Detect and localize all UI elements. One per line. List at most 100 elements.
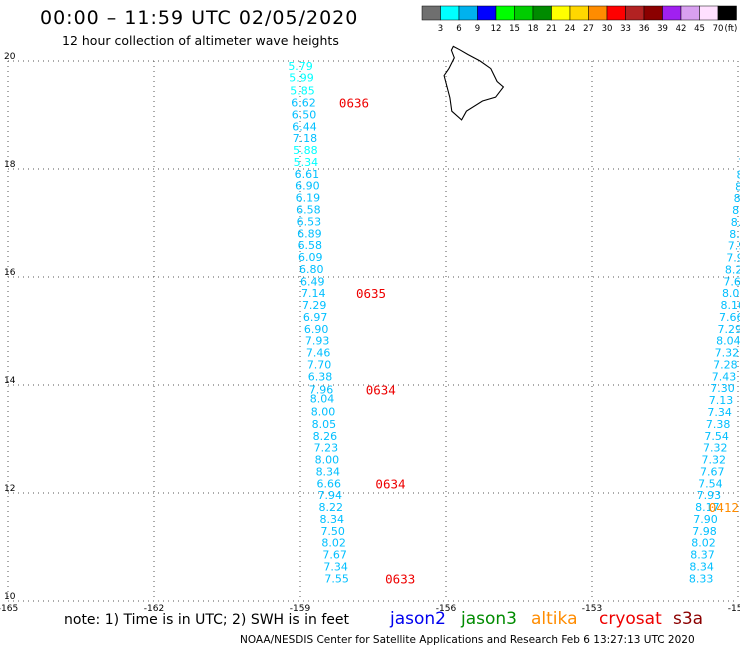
wave-height-value: 7.18 xyxy=(293,132,318,145)
x-tick-label: -150 xyxy=(728,604,740,614)
wave-height-value: 5.88 xyxy=(293,144,318,157)
wave-height-value: 8.04 xyxy=(310,393,335,406)
colorbar-swatch xyxy=(440,5,460,21)
wave-height-value: 8.37 xyxy=(690,549,715,562)
colorbar-label: 15 xyxy=(509,24,520,34)
wave-height-value: 7.94 xyxy=(318,489,343,502)
wave-height-value: 8.34 xyxy=(319,513,344,526)
colorbar-label: 21 xyxy=(546,24,557,34)
wave-height-value: 6.58 xyxy=(298,239,323,252)
wave-height-value: 7.90 xyxy=(693,513,718,526)
chart-subtitle: 12 hour collection of altimeter wave hei… xyxy=(62,33,339,48)
colorbar-swatch xyxy=(569,5,589,21)
wave-height-value: 7.96 xyxy=(309,383,334,396)
pass-time-label: 0634 xyxy=(375,476,405,491)
wave-height-value: 6.61 xyxy=(295,168,320,181)
wave-height-value: 8.17 xyxy=(695,501,720,514)
wave-height-value: 8.11 xyxy=(729,228,740,241)
wave-height-value: 7.86 xyxy=(739,145,740,158)
wave-height-value: 7.93 xyxy=(728,240,740,253)
wave-height-value: 8.10 xyxy=(731,216,740,229)
satellite-jason2: jason2 xyxy=(390,609,446,629)
wave-height-value: 5.34 xyxy=(294,156,319,169)
colorbar-swatch xyxy=(662,5,682,21)
colorbar-label: 36 xyxy=(639,24,650,34)
colorbar-label: 9 xyxy=(475,24,480,34)
wave-height-value: 6.49 xyxy=(300,275,325,288)
wave-height-value: 7.14 xyxy=(301,287,326,300)
wave-height-value: 6.66 xyxy=(317,477,342,490)
wave-height-value: 7.23 xyxy=(314,442,339,455)
wave-height-value: 7.29 xyxy=(718,323,740,336)
wave-height-value: 7.96 xyxy=(738,157,740,170)
wave-height-value: 8.10 xyxy=(720,299,740,312)
wave-height-value: 8.07 xyxy=(732,204,740,217)
x-tick-label: -162 xyxy=(144,604,164,614)
wave-height-value: 7.34 xyxy=(707,406,732,419)
footer-credits: NOAA/NESDIS Center for Satellite Applica… xyxy=(240,634,695,646)
wave-height-value: 8.02 xyxy=(321,537,346,550)
wave-height-value: 7.28 xyxy=(713,358,738,371)
pass-time-label: 0633 xyxy=(385,571,415,586)
colorbar-label: 39 xyxy=(657,24,668,34)
pass-time-label: 0635 xyxy=(356,286,386,301)
chart-title: 00:00 – 11:59 UTC 02/05/2020 xyxy=(40,7,359,29)
y-tick-label: 18 xyxy=(4,160,16,170)
wave-height-value: 8.02 xyxy=(691,537,716,550)
wave-height-value: 7.30 xyxy=(710,382,735,395)
colorbar-label: 45 xyxy=(694,24,705,34)
x-tick-label: -165 xyxy=(0,604,18,614)
colorbar-swatch xyxy=(458,5,478,21)
wave-height-value: 8.22 xyxy=(318,501,343,514)
colorbar-unit: (ft) xyxy=(725,24,738,34)
island-outline xyxy=(443,45,505,121)
pass-time-label: 0412 xyxy=(709,500,739,515)
wave-height-value: 8.00 xyxy=(315,454,340,467)
colorbar-swatch xyxy=(699,5,719,21)
wave-height-value: 7.46 xyxy=(306,347,331,360)
colorbar-swatch xyxy=(588,5,608,21)
satellite-jason3: jason3 xyxy=(461,609,517,629)
wave-height-value: 7.50 xyxy=(320,525,345,538)
x-tick-label: -153 xyxy=(582,604,602,614)
wave-height-value: 7.32 xyxy=(715,347,740,360)
wave-height-value: 6.53 xyxy=(297,215,322,228)
colorbar-label: 12 xyxy=(491,24,502,34)
wave-height-value: 6.90 xyxy=(304,323,329,336)
wave-height-value: 6.80 xyxy=(299,263,324,276)
colorbar-swatch xyxy=(643,5,663,21)
wave-height-value: 7.93 xyxy=(697,489,722,502)
wave-height-value: 8.33 xyxy=(689,572,714,585)
wave-height-value: 8.05 xyxy=(312,418,337,431)
colorbar-label: 18 xyxy=(528,24,539,34)
wave-height-value: 8.05 xyxy=(722,287,740,300)
wave-height-value: 8.34 xyxy=(689,560,714,573)
y-tick-label: 16 xyxy=(4,268,16,278)
colorbar-label: 33 xyxy=(620,24,631,34)
footer-note: note: 1) Time is in UTC; 2) SWH is in fe… xyxy=(64,612,350,628)
x-tick-label: -156 xyxy=(436,604,457,614)
wave-height-value: 8.25 xyxy=(735,180,740,193)
wave-height-value: 6.09 xyxy=(298,251,323,264)
wave-height-value: 7.43 xyxy=(712,370,737,383)
wave-height-value: 7.93 xyxy=(305,335,330,348)
wave-height-value: 8.09 xyxy=(737,168,740,181)
wave-height-value: 7.67 xyxy=(700,465,725,478)
y-tick-label: 10 xyxy=(4,592,16,602)
wave-height-value: 8.04 xyxy=(716,335,740,348)
colorbar-swatch xyxy=(477,5,497,21)
wave-height-value: 7.29 xyxy=(302,299,327,312)
pass-time-label: 0634 xyxy=(366,382,396,397)
wave-height-value: 6.50 xyxy=(292,108,317,121)
wave-height-value: 6.62 xyxy=(291,97,316,110)
wave-height-value: 7.91 xyxy=(726,252,740,265)
wave-height-value: 8.34 xyxy=(316,465,341,478)
wave-height-value: 5.99 xyxy=(289,72,314,85)
colorbar-swatch xyxy=(495,5,515,21)
colorbar-swatch xyxy=(625,5,645,21)
wave-height-value: 6.58 xyxy=(296,204,321,217)
colorbar-label: 70 xyxy=(713,24,724,34)
wave-height-value: 7.54 xyxy=(704,430,729,443)
